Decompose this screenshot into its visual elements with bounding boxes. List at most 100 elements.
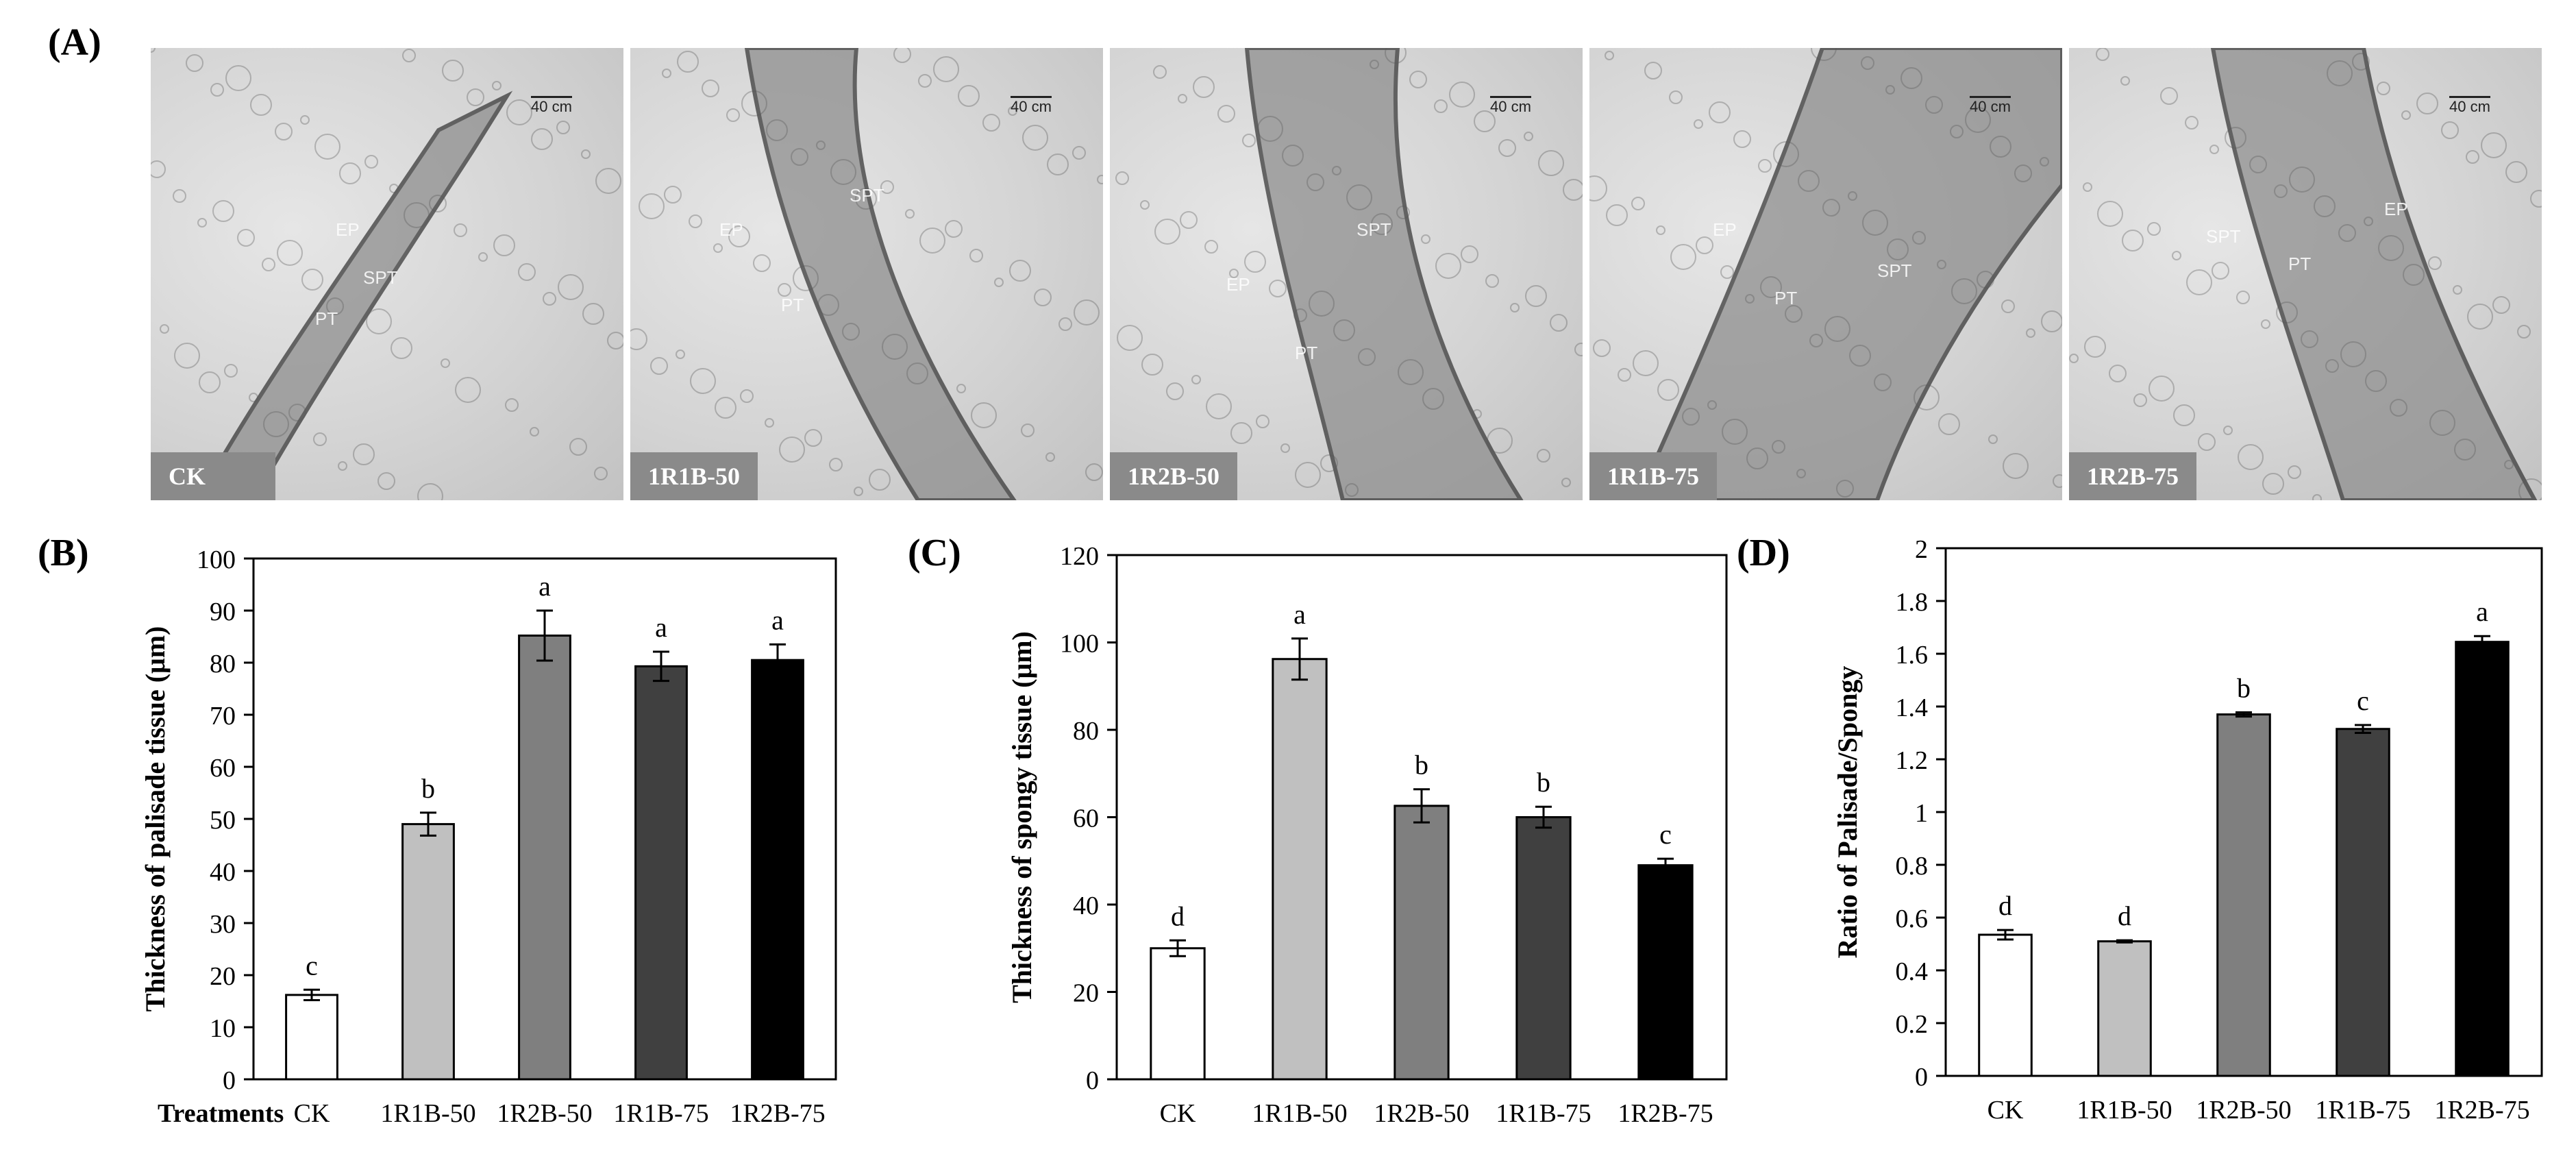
significance-letter: c (1659, 819, 1672, 850)
error-bar (1997, 929, 2014, 941)
tissue-tag: SPT (2206, 226, 2241, 247)
error-bar (1657, 857, 1674, 873)
bar (1150, 947, 1206, 1081)
bar (2097, 940, 2152, 1077)
bar (1515, 816, 1572, 1081)
y-tick-label: 100 (1060, 630, 1099, 659)
tissue-tag: SPT (850, 185, 884, 206)
significance-letter: c (306, 950, 318, 981)
bar (1637, 864, 1694, 1081)
x-axis-label: Treatments (158, 1099, 284, 1128)
tissue-tag: EP (2384, 199, 2408, 219)
significance-letter: c (2357, 685, 2369, 716)
error-bar (2355, 724, 2371, 734)
x-tick-label: 1R2B-50 (497, 1099, 592, 1128)
tissue-tag: SPT (363, 267, 398, 288)
significance-letter: a (2476, 596, 2488, 627)
significance-letter: a (771, 604, 784, 635)
error-bar (2116, 939, 2133, 944)
y-tick-label: 80 (1073, 717, 1099, 746)
y-tick-label: 40 (1073, 892, 1099, 920)
tissue-tag: PT (315, 308, 338, 329)
y-tick-label: 0.4 (1896, 957, 1929, 986)
y-tick-label: 1.6 (1896, 641, 1929, 670)
y-axis-label: Thickness of spongy tissue (μm) (1006, 631, 1037, 1003)
y-tick-label: 90 (210, 598, 236, 626)
x-tick-label: 1R2B-75 (1618, 1099, 1713, 1128)
micrograph-image: EP SPT PT 40 cm CK (151, 48, 623, 500)
panel-letter: (C) (908, 532, 961, 574)
error-bar (769, 643, 786, 677)
palisade-thickness-chart: 0 10 20 30 40 50 60 70 80 90 100 c CK b 1R1B-50 a 1R2B-5… (38, 532, 837, 1128)
y-tick-label: 0.2 (1896, 1010, 1929, 1039)
error-bar (1535, 805, 1552, 829)
y-tick-label: 20 (1073, 979, 1099, 1008)
y-tick-label: 0.8 (1896, 852, 1929, 881)
scale-bar-label: 40 cm (1011, 96, 1052, 116)
tissue-tag: EP (1713, 219, 1737, 240)
micrograph-label: 1R2B-50 (1110, 452, 1237, 500)
micrograph-image: SPT PT EP 40 cm 1R2B-75 (2069, 48, 2542, 500)
y-tick-label: 1.2 (1896, 746, 1929, 775)
x-tick-label: 1R1B-50 (380, 1099, 475, 1128)
tissue-tag: SPT (1877, 260, 1912, 281)
significance-letter: a (538, 571, 551, 602)
tissue-tag: PT (781, 295, 804, 315)
x-tick-label: 1R2B-75 (730, 1099, 825, 1128)
error-bar (1413, 788, 1430, 824)
tissue-tag: EP (719, 219, 743, 240)
x-tick-label: 1R2B-50 (2196, 1096, 2291, 1125)
significance-letter: a (1293, 599, 1306, 630)
y-tick-label: 1.8 (1896, 588, 1929, 617)
error-bar (2236, 711, 2252, 718)
y-tick-label: 1.4 (1896, 693, 1929, 722)
x-tick-label: 1R1B-50 (1252, 1099, 1347, 1128)
micrograph-image: EP PT SPT 40 cm 1R1B-75 (1589, 48, 2062, 500)
x-tick-label: 1R2B-75 (2434, 1096, 2529, 1125)
error-bar (2474, 635, 2490, 649)
y-tick-label: 20 (210, 962, 236, 991)
x-tick-label: 1R2B-50 (1374, 1099, 1469, 1128)
x-tick-label: CK (1160, 1099, 1196, 1128)
error-bar (1291, 637, 1308, 681)
y-tick-label: 70 (210, 702, 236, 731)
bar (285, 994, 338, 1081)
tissue-tag: EP (336, 219, 360, 240)
y-axis-label: Ratio of Palisade/Spongy (1832, 666, 1863, 959)
y-tick-label: 50 (210, 806, 236, 835)
tissue-tag: EP (1226, 274, 1250, 295)
significance-letter: b (421, 773, 435, 804)
y-tick-label: 0 (223, 1066, 236, 1095)
y-axis-label: Thickness of palisade tissue (μm) (140, 626, 171, 1012)
y-tick-label: 60 (1073, 805, 1099, 833)
spongy-thickness-chart: 0 20 40 60 80 100 120 d CK a 1R1B-50 b 1R2B-50 b 1R1B-… (908, 532, 1728, 1128)
x-tick-label: CK (1987, 1096, 2024, 1125)
y-tick-label: 2 (1915, 535, 1928, 564)
micrograph-image: EP PT SPT 40 cm 1R1B-50 (630, 48, 1103, 500)
tissue-tag: PT (2288, 254, 2312, 274)
micrograph-label: CK (151, 452, 275, 500)
scale-bar-label: 40 cm (1970, 96, 2011, 116)
error-bar (1169, 939, 1186, 957)
micrograph-tissue-drawing (1115, 48, 1583, 500)
bar (1394, 805, 1450, 1081)
significance-letter: b (1415, 750, 1428, 781)
error-bar (420, 811, 436, 837)
significance-letter: d (1171, 900, 1185, 931)
micrograph-label: 1R1B-75 (1589, 452, 1717, 500)
y-tick-label: 1 (1915, 799, 1928, 828)
x-tick-label: 1R1B-50 (2077, 1096, 2172, 1125)
micrograph-tissue-drawing (1589, 48, 2062, 500)
error-bar (653, 650, 669, 683)
micrograph-label: 1R2B-75 (2069, 452, 2196, 500)
tissue-tag: SPT (1357, 219, 1391, 240)
error-bar (536, 609, 553, 662)
bar (1978, 933, 2033, 1077)
panel-letter: (B) (38, 532, 89, 574)
bar (2216, 713, 2271, 1077)
micrograph-tissue-drawing (151, 48, 623, 500)
y-tick-label: 30 (210, 910, 236, 939)
x-tick-label: 1R1B-75 (1496, 1099, 1591, 1128)
panel-a-letter: (A) (48, 21, 101, 64)
y-tick-label: 80 (210, 650, 236, 678)
